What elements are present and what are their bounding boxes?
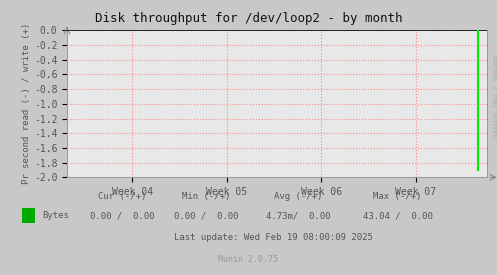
Text: 4.73m/  0.00: 4.73m/ 0.00 (266, 211, 331, 220)
Text: Max (-/+): Max (-/+) (373, 192, 422, 201)
Text: Munin 2.0.75: Munin 2.0.75 (219, 255, 278, 264)
Y-axis label: Pr second read (-) / write (+): Pr second read (-) / write (+) (22, 23, 31, 185)
Text: Disk throughput for /dev/loop2 - by month: Disk throughput for /dev/loop2 - by mont… (95, 12, 402, 25)
Text: 0.00 /  0.00: 0.00 / 0.00 (89, 211, 154, 220)
Text: Avg (-/+): Avg (-/+) (274, 192, 323, 201)
Text: Cur (-/+): Cur (-/+) (97, 192, 146, 201)
Text: 43.04 /  0.00: 43.04 / 0.00 (363, 211, 432, 220)
Text: Min (-/+): Min (-/+) (182, 192, 231, 201)
Text: Bytes: Bytes (42, 211, 69, 220)
Text: Last update: Wed Feb 19 08:00:09 2025: Last update: Wed Feb 19 08:00:09 2025 (174, 233, 373, 242)
Text: 0.00 /  0.00: 0.00 / 0.00 (174, 211, 239, 220)
Text: RRDTOOL / TOBI OETIKER: RRDTOOL / TOBI OETIKER (491, 55, 496, 138)
